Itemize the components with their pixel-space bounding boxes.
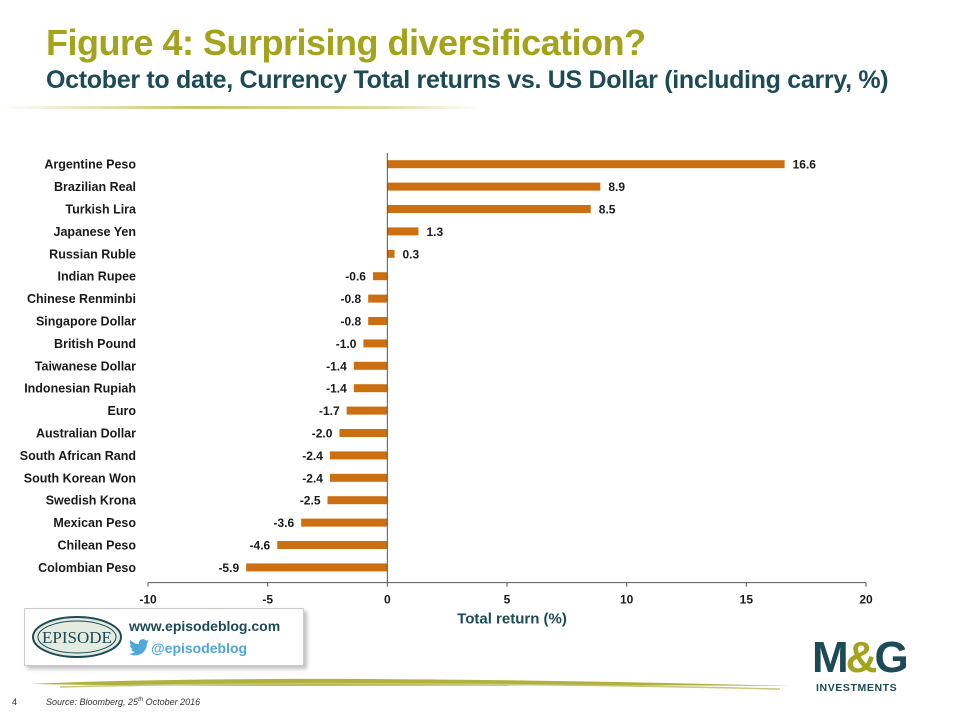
bar (246, 563, 388, 572)
value-label: -1.4 (326, 382, 347, 396)
value-label: -1.4 (326, 359, 347, 373)
category-label: South African Rand (20, 449, 136, 463)
svg-text:EPISODE: EPISODE (42, 628, 112, 647)
blog-url-link[interactable]: www.episodeblog.com (129, 618, 281, 634)
value-label: -1.7 (319, 404, 340, 418)
category-label: Chinese Renminbi (27, 292, 136, 306)
x-tick-label: 0 (384, 593, 391, 607)
bar (372, 272, 388, 281)
category-label: Japanese Yen (54, 225, 136, 239)
mg-investments-logo: M&G INVESTMENTS (812, 633, 909, 695)
bar (387, 182, 601, 191)
value-label: -0.8 (340, 315, 361, 329)
bar (353, 361, 388, 370)
value-label: 8.5 (599, 203, 616, 217)
bar (353, 384, 388, 393)
value-label: 8.9 (608, 180, 625, 194)
x-tick-label: 5 (504, 593, 511, 607)
bar (339, 429, 388, 437)
bar (387, 249, 395, 258)
category-label: Indonesian Rupiah (24, 382, 136, 396)
value-label: -3.6 (273, 516, 294, 530)
category-label: British Pound (54, 337, 136, 351)
x-axis-title: Total return (%) (457, 611, 567, 628)
x-tick-label: -5 (262, 593, 273, 607)
episode-logo: EPISODE (32, 616, 122, 658)
category-label: Australian Dollar (36, 427, 136, 441)
category-label: South Korean Won (24, 471, 136, 485)
category-label: Russian Ruble (49, 247, 136, 261)
bar (387, 205, 591, 213)
value-label: -0.6 (345, 270, 366, 284)
page-title: Figure 4: Surprising diversification? (46, 22, 646, 63)
value-label: -0.8 (340, 292, 361, 306)
bar (301, 518, 388, 527)
value-label: 16.6 (793, 158, 817, 172)
bar (363, 339, 388, 348)
category-label: Colombian Peso (38, 561, 136, 575)
bar-chart: Argentine Peso 16.6 Brazilian Real 8.9 Turki… (20, 153, 873, 628)
title-divider (0, 106, 480, 109)
bar (327, 496, 388, 505)
value-label: -2.4 (302, 471, 323, 485)
category-label: Turkish Lira (65, 203, 137, 217)
category-label: Taiwanese Dollar (35, 359, 136, 373)
value-label: 0.3 (403, 247, 420, 261)
value-label: -4.6 (250, 539, 271, 553)
twitter-icon (129, 639, 149, 656)
value-label: -2.5 (300, 494, 321, 508)
bar (277, 541, 388, 549)
source-note: Source: Bloomberg, 25th October 2016 (46, 697, 201, 707)
category-label: Singapore Dollar (36, 315, 136, 329)
value-label: -2.0 (312, 427, 333, 441)
category-label: Argentine Peso (44, 158, 136, 172)
bar (329, 451, 388, 460)
bar (329, 473, 388, 482)
category-label: Indian Rupee (58, 270, 137, 284)
bar (387, 227, 419, 236)
bar (368, 317, 388, 325)
category-label: Brazilian Real (54, 180, 136, 194)
twitter-handle-link[interactable]: @episodeblog (151, 640, 248, 656)
page-subtitle: October to date, Currency Total returns … (46, 66, 889, 94)
category-label: Chilean Peso (58, 539, 137, 553)
value-label: -1.0 (336, 337, 357, 351)
value-label: -5.9 (218, 561, 239, 575)
bar (368, 294, 388, 303)
x-tick-label: 20 (859, 593, 873, 607)
value-label: -2.4 (302, 449, 323, 463)
x-tick-label: 10 (620, 593, 634, 607)
bar (387, 160, 785, 169)
value-label: 1.3 (426, 225, 443, 239)
x-tick-label: 15 (740, 593, 754, 607)
category-label: Euro (108, 404, 137, 418)
footer-swoosh (30, 678, 790, 690)
episode-promo-box[interactable]: EPISODE www.episodeblog.com @episodeblog (24, 608, 304, 666)
x-tick-label: -10 (139, 593, 157, 607)
category-label: Mexican Peso (53, 516, 136, 530)
bar (346, 406, 388, 415)
category-label: Swedish Krona (46, 494, 137, 508)
page-number: 4 (12, 697, 18, 707)
